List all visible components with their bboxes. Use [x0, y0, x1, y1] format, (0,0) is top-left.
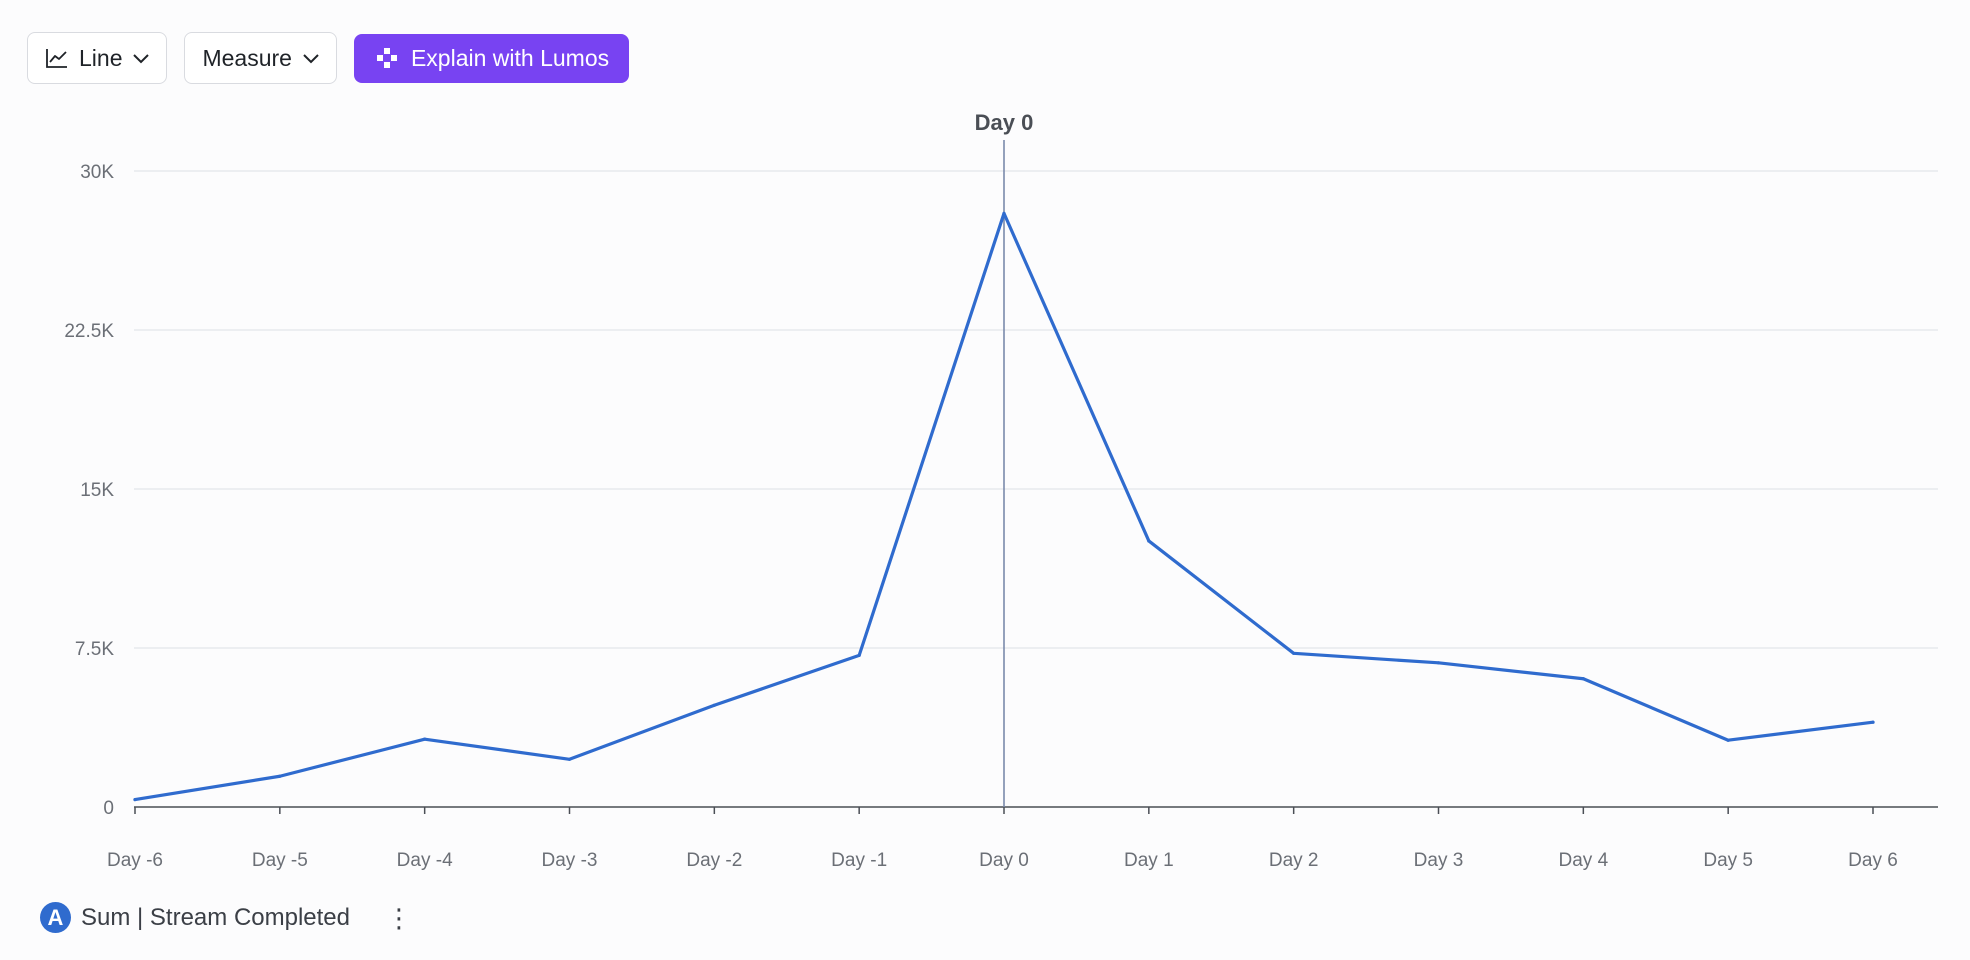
data-point	[278, 774, 282, 778]
y-tick-label: 0	[103, 798, 114, 819]
measure-label: Measure	[202, 44, 292, 71]
data-point	[1292, 651, 1296, 655]
x-tick-label: Day 1	[1124, 850, 1174, 871]
data-point	[1147, 539, 1151, 543]
legend-series-label[interactable]: Sum | Stream Completed	[81, 903, 351, 931]
explain-label: Explain with Lumos	[410, 44, 610, 71]
y-tick-label: 30K	[80, 162, 114, 183]
data-point	[567, 757, 572, 761]
data-point	[1436, 661, 1441, 665]
data-point	[1726, 738, 1730, 742]
data-point	[1871, 720, 1875, 724]
x-tick-label: Day -1	[831, 850, 887, 871]
data-point	[712, 703, 716, 707]
line-chart-icon	[45, 47, 69, 69]
more-options-icon[interactable]: ⋮	[386, 902, 413, 933]
chart-legend: A Sum | Stream Completed ⋮	[40, 902, 412, 933]
data-point	[423, 737, 427, 741]
x-tick-label: Day 6	[1848, 850, 1898, 871]
data-point	[1002, 211, 1006, 215]
x-tick-label: Day -4	[397, 850, 453, 871]
x-tick-label: Day 4	[1559, 850, 1609, 871]
data-point	[133, 797, 137, 802]
x-tick-label: Day -2	[686, 850, 742, 871]
x-tick-label: Day -6	[107, 850, 163, 871]
x-tick-label: Day 3	[1414, 850, 1464, 871]
series-badge: A	[40, 902, 71, 933]
x-tick-label: Day -3	[542, 850, 598, 871]
data-point	[857, 653, 861, 658]
measure-dropdown[interactable]: Measure	[184, 32, 337, 84]
explain-with-lumos-button[interactable]: Explain with Lumos	[353, 33, 630, 83]
x-tick-label: Day 2	[1269, 850, 1319, 871]
y-tick-label: 22.5K	[64, 321, 114, 342]
sparkle-icon	[375, 46, 399, 70]
chart-type-dropdown[interactable]: Line	[27, 32, 168, 84]
chevron-down-icon	[132, 52, 150, 64]
y-tick-label: 7.5K	[75, 639, 114, 660]
x-tick-label: Day 5	[1703, 850, 1753, 871]
chevron-down-icon	[302, 52, 320, 64]
y-tick-label: 15K	[80, 480, 114, 501]
day-zero-marker-label: Day 0	[975, 110, 1034, 135]
x-tick-label: Day -5	[252, 850, 308, 871]
chart-type-label: Line	[79, 44, 123, 71]
chart-toolbar: Line Measure	[27, 32, 630, 84]
x-tick-label: Day 0	[979, 850, 1029, 871]
data-point	[1581, 677, 1585, 681]
